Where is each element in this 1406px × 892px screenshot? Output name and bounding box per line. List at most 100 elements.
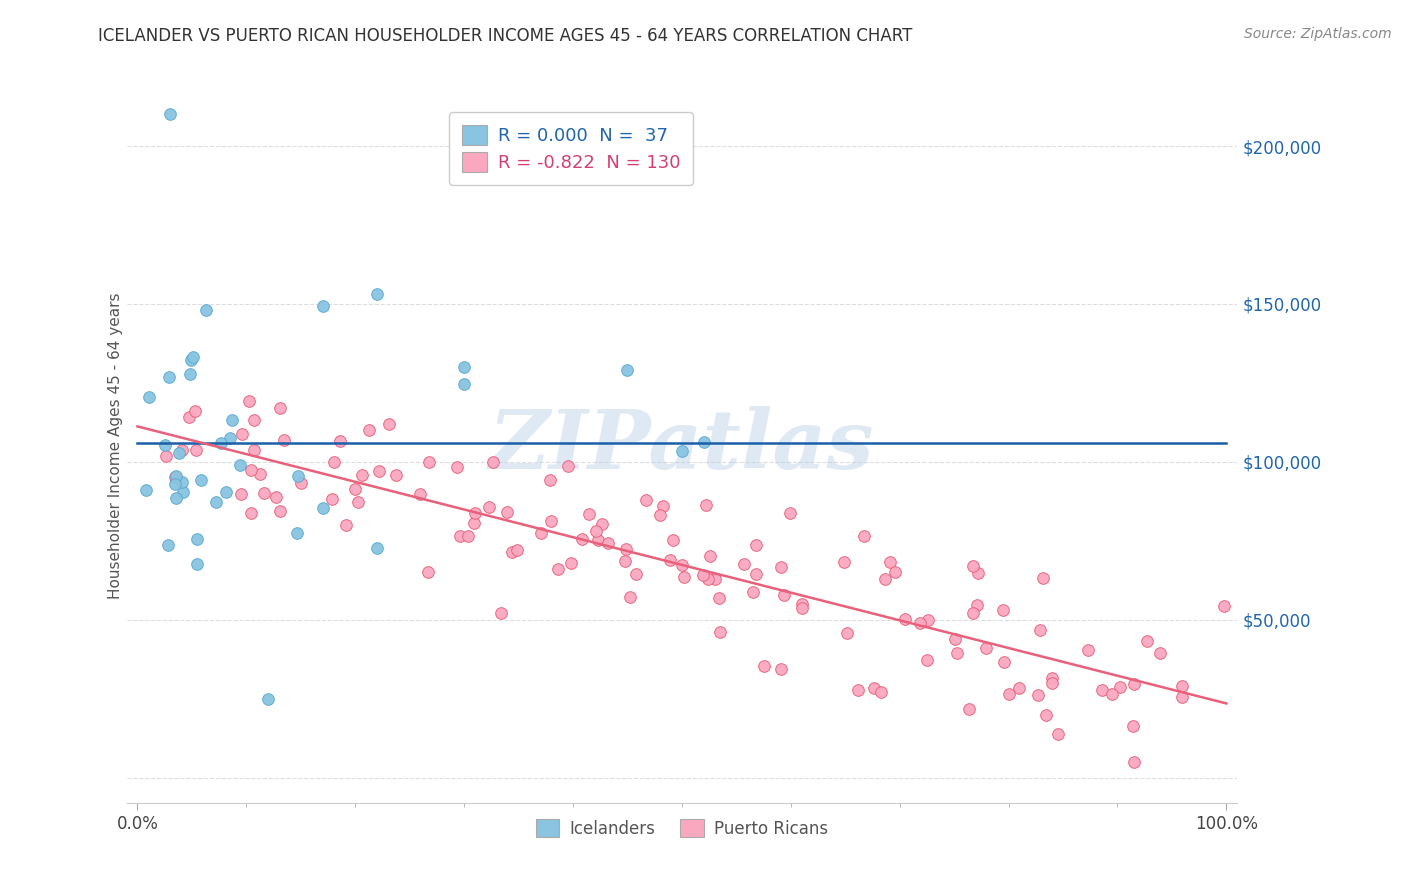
- Point: [269, 504, 291, 518]
- Point: [186, 532, 208, 546]
- Point: [659, 552, 682, 566]
- Point: [1077, 642, 1099, 657]
- Point: [598, 536, 620, 550]
- Point: [1109, 681, 1132, 695]
- Point: [165, 470, 187, 484]
- Point: [138, 390, 160, 404]
- Point: [1123, 677, 1146, 691]
- Point: [1035, 707, 1057, 722]
- Point: [311, 501, 333, 516]
- Point: [773, 588, 796, 602]
- Point: [697, 572, 720, 586]
- Point: [873, 572, 896, 586]
- Point: [449, 528, 471, 542]
- Point: [560, 556, 582, 570]
- Point: [662, 533, 685, 548]
- Point: [385, 467, 408, 482]
- Text: ICELANDER VS PUERTO RICAN HOUSEHOLDER INCOME AGES 45 - 64 YEARS CORRELATION CHAR: ICELANDER VS PUERTO RICAN HOUSEHOLDER IN…: [98, 27, 912, 45]
- Point: [463, 516, 485, 531]
- Point: [239, 506, 262, 520]
- Point: [957, 702, 980, 716]
- Point: [915, 652, 938, 666]
- Point: [229, 458, 252, 472]
- Point: [1040, 671, 1063, 685]
- Point: [184, 443, 207, 458]
- Point: [745, 538, 768, 552]
- Point: [321, 491, 343, 506]
- Point: [884, 565, 907, 579]
- Point: [273, 433, 295, 447]
- Point: [837, 625, 859, 640]
- Point: [1170, 690, 1192, 704]
- Point: [790, 601, 813, 615]
- Point: [591, 516, 613, 531]
- Point: [997, 687, 1019, 701]
- Point: [190, 473, 212, 487]
- Point: [1026, 688, 1049, 702]
- Point: [416, 565, 439, 579]
- Point: [290, 475, 312, 490]
- Point: [170, 443, 193, 458]
- Point: [257, 691, 280, 706]
- Point: [238, 394, 260, 409]
- Point: [752, 659, 775, 673]
- Point: [703, 572, 725, 586]
- Point: [862, 681, 884, 696]
- Point: [457, 529, 479, 543]
- Point: [502, 545, 524, 559]
- Point: [453, 376, 475, 391]
- Point: [790, 598, 813, 612]
- Point: [946, 647, 969, 661]
- Point: [652, 500, 675, 514]
- Point: [209, 436, 232, 450]
- Point: [229, 486, 252, 500]
- Point: [157, 538, 180, 552]
- Point: [221, 412, 243, 426]
- Point: [547, 562, 569, 576]
- Point: [335, 518, 357, 533]
- Point: [155, 449, 177, 463]
- Point: [692, 567, 714, 582]
- Point: [243, 443, 266, 458]
- Point: [586, 533, 609, 547]
- Point: [966, 598, 988, 612]
- Point: [155, 437, 177, 451]
- Point: [482, 455, 505, 469]
- Point: [614, 554, 637, 568]
- Point: [578, 507, 600, 521]
- Point: [619, 591, 641, 605]
- Point: [489, 607, 512, 621]
- Point: [1122, 719, 1144, 733]
- Y-axis label: Householder Income Ages 45 - 64 years: Householder Income Ages 45 - 64 years: [108, 293, 122, 599]
- Point: [368, 464, 391, 478]
- Point: [848, 682, 870, 697]
- Point: [832, 555, 855, 569]
- Text: Source: ZipAtlas.com: Source: ZipAtlas.com: [1244, 27, 1392, 41]
- Point: [908, 615, 931, 630]
- Point: [453, 360, 475, 375]
- Point: [311, 299, 333, 313]
- Point: [181, 350, 204, 364]
- Point: [239, 462, 262, 476]
- Point: [179, 368, 201, 382]
- Point: [1046, 726, 1069, 740]
- Point: [409, 487, 432, 501]
- Point: [1123, 755, 1146, 769]
- Point: [962, 606, 984, 620]
- Point: [741, 585, 763, 599]
- Point: [264, 490, 287, 504]
- Point: [779, 506, 801, 520]
- Point: [377, 417, 399, 431]
- Point: [170, 475, 193, 489]
- Point: [366, 541, 388, 555]
- Legend: Icelanders, Puerto Ricans: Icelanders, Puerto Ricans: [530, 813, 834, 845]
- Point: [180, 352, 202, 367]
- Point: [464, 506, 486, 520]
- Point: [366, 287, 388, 301]
- Point: [695, 498, 717, 512]
- Point: [673, 570, 696, 584]
- Point: [894, 612, 917, 626]
- Point: [157, 370, 180, 384]
- Point: [671, 558, 693, 573]
- Point: [626, 566, 648, 581]
